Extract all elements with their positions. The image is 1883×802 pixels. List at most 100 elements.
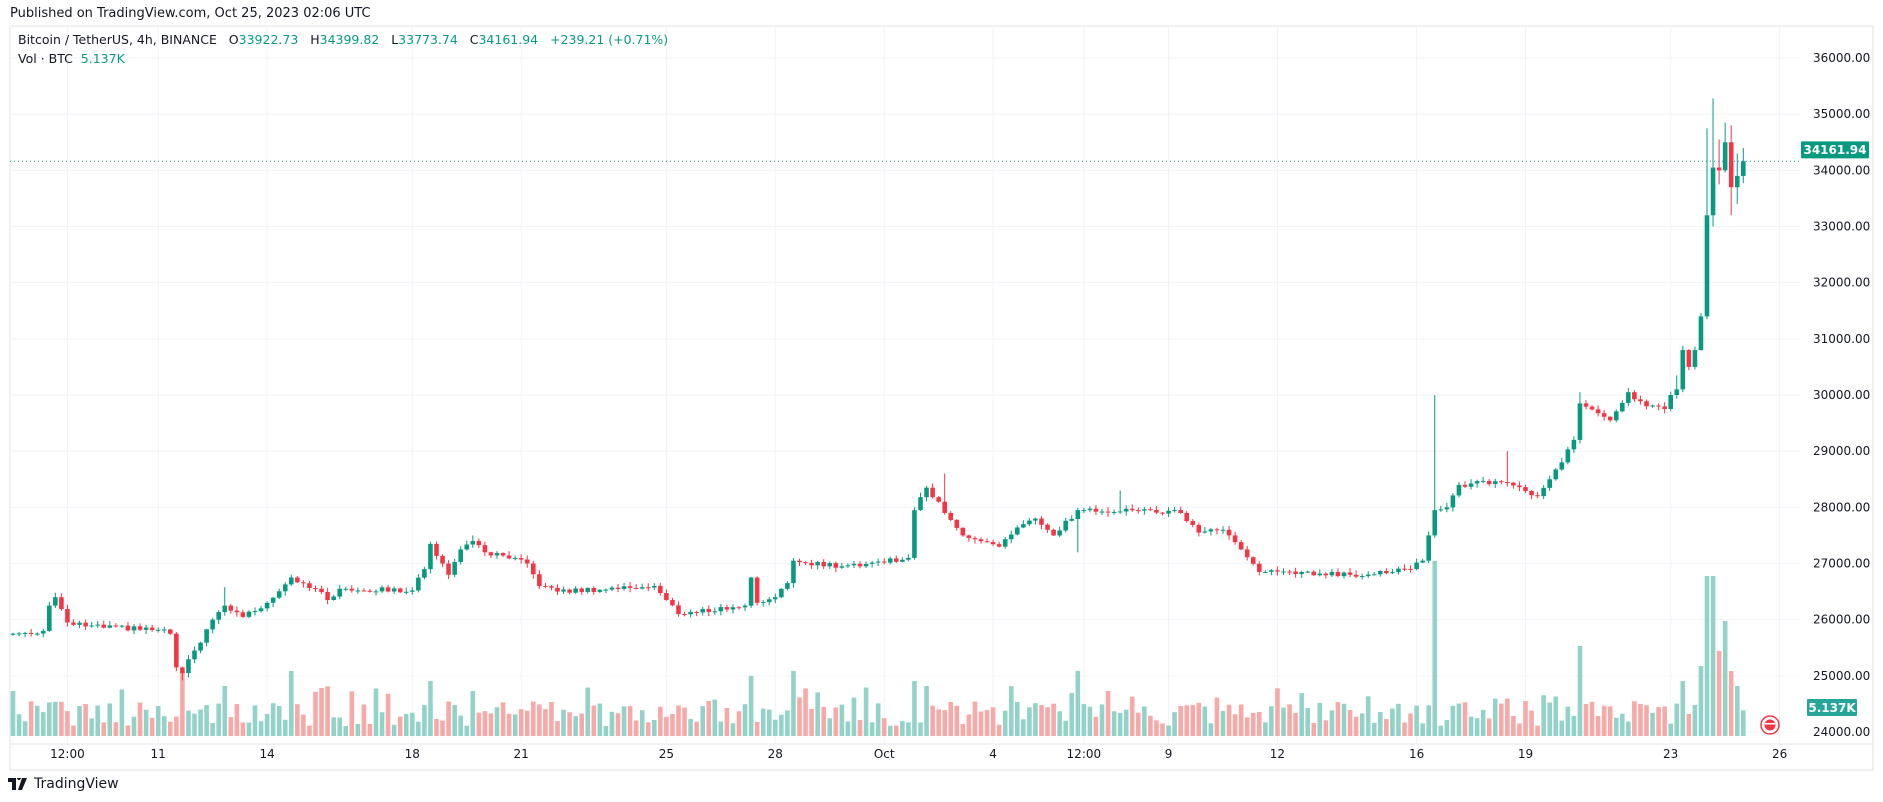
volume-bar [113, 722, 119, 736]
candle-body [645, 587, 651, 589]
volume-bar [1456, 703, 1462, 736]
candle-body [736, 607, 742, 609]
candle-body [192, 650, 197, 660]
candle-body [1039, 518, 1044, 525]
candle-body [1250, 557, 1256, 564]
volume-bar [978, 711, 984, 736]
candle-body [706, 609, 712, 613]
candle-body [500, 553, 506, 556]
volume-bar [1027, 707, 1032, 736]
volume-bar [960, 723, 966, 736]
volume-bar [1093, 716, 1099, 736]
candle-body [1626, 392, 1631, 403]
candle-body [434, 543, 439, 556]
candle-body [1722, 142, 1728, 171]
candle-body [990, 542, 996, 545]
volume-bar [875, 703, 881, 736]
volume-bar [1226, 704, 1232, 736]
volume-bar [1704, 576, 1710, 736]
candle-body [712, 611, 718, 613]
volume-bar [313, 691, 318, 736]
volume-bar [1378, 712, 1383, 736]
volume-bar [289, 671, 294, 736]
candle-body [1190, 521, 1196, 525]
volume-bar [1674, 703, 1680, 736]
candle-body [1057, 530, 1062, 536]
volume-bar [101, 722, 107, 736]
candle-body [59, 597, 64, 610]
candle-body [1541, 487, 1546, 497]
volume-bar [1601, 705, 1607, 736]
volume-bar [827, 718, 833, 736]
volume-bar [966, 714, 972, 736]
volume-bars [10, 561, 1746, 736]
candle-body [1426, 535, 1431, 561]
candle-body [1402, 568, 1407, 570]
candle-body [1281, 571, 1286, 573]
volume-bar [1577, 646, 1583, 736]
volume-bar [131, 716, 137, 736]
volume-bar [1033, 703, 1038, 736]
volume-bar [119, 689, 125, 736]
events-flag-icon[interactable] [1760, 715, 1780, 735]
volume-bar [706, 701, 712, 736]
candle-body [1160, 512, 1165, 514]
open-value: 33922.73 [238, 32, 299, 47]
volume-bar [567, 712, 572, 736]
volume-bar [1057, 711, 1062, 736]
time-tick-label: 21 [514, 747, 529, 761]
volume-bar [174, 716, 179, 736]
volume-bar [1486, 718, 1492, 736]
volume-bar [1565, 706, 1571, 736]
candle-body [1656, 405, 1661, 407]
volume-bar [149, 717, 155, 736]
volume-bar [791, 671, 796, 736]
volume-bar [180, 671, 185, 736]
price-tick-label: 35000.00 [1813, 107, 1870, 121]
candle-body [204, 629, 209, 643]
price-axis[interactable]: 36000.00 35000.00 34000.00 33000.00 32000.00… [1813, 51, 1870, 739]
candle-body [912, 510, 917, 558]
volume-bar [482, 711, 488, 736]
volume-bar [1474, 718, 1480, 736]
last-price-label-box [1801, 141, 1869, 159]
candle-body [1033, 518, 1038, 521]
candle-body [16, 633, 22, 635]
volume-bar [34, 705, 40, 736]
candle-body [95, 624, 100, 626]
volume-bar [1008, 686, 1014, 736]
volume-bar [216, 703, 221, 736]
last-price-label-text: 34161.94 [1803, 143, 1866, 157]
volume-bar [537, 704, 542, 736]
candle-body [1589, 406, 1595, 410]
volume-bar [77, 706, 82, 736]
volume-bar [458, 715, 463, 736]
candle-body [1704, 215, 1710, 317]
volume-bar [1595, 716, 1601, 736]
volume-bar [59, 701, 64, 736]
price-tick-label: 27000.00 [1813, 557, 1870, 571]
candle-body [89, 625, 94, 627]
candle-body [1099, 511, 1105, 513]
time-axis[interactable]: 12:00 11 14 18 21 25 28 Oct 4 12:00 9 12 16 19 23 26 [50, 747, 1787, 761]
candle-body [1129, 508, 1135, 511]
volume-bar [107, 703, 113, 736]
volume-bar [1613, 717, 1619, 736]
volume-bar [1553, 696, 1559, 736]
volume-bar [416, 721, 421, 736]
candle-body [621, 586, 627, 589]
candle-body [1523, 487, 1528, 491]
candle-body [343, 588, 349, 590]
volume-bar [1142, 706, 1147, 736]
candle-body [633, 587, 639, 589]
volume-bar [1438, 725, 1444, 736]
volume-bar [621, 706, 627, 736]
candle-body [1238, 542, 1244, 550]
candle-body [1480, 480, 1486, 482]
candle-body [282, 584, 288, 592]
candle-body [700, 609, 705, 613]
tradingview-logo[interactable]: TradingView [8, 776, 119, 792]
candle-body [1196, 524, 1202, 533]
volume-bar [760, 708, 766, 736]
